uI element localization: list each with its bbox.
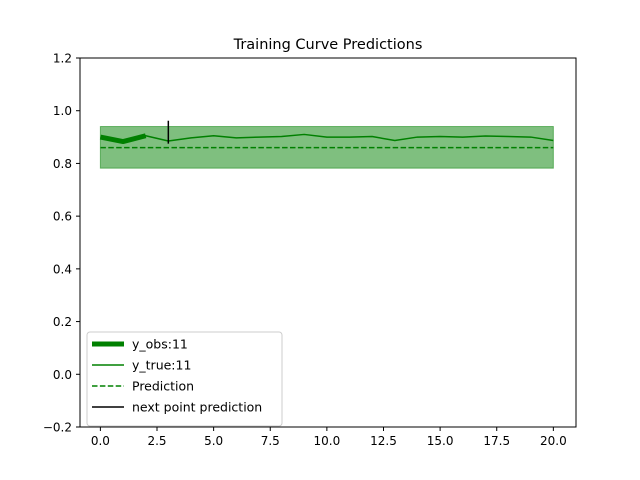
legend-label: y_obs:11	[132, 337, 188, 352]
x-tick-label: 5.0	[204, 434, 223, 448]
plot-area-frame	[79, 57, 577, 428]
legend-label: y_true:11	[132, 358, 191, 373]
legend-label: Prediction	[132, 379, 194, 394]
legend-label: next point prediction	[132, 400, 262, 415]
x-tick-label: 7.5	[261, 434, 280, 448]
y-tick-label: 0.8	[53, 157, 72, 171]
y-tick-label: 1.2	[53, 52, 72, 66]
y-tick-label: 0.2	[53, 315, 72, 329]
y-tick-label: 0.6	[53, 210, 72, 224]
y-tick-label: 1.0	[53, 104, 72, 118]
x-tick-label: 12.5	[370, 434, 397, 448]
y-tick-label: −0.2	[43, 421, 72, 435]
legend-box	[86, 331, 283, 427]
y-tick-label: 0.0	[53, 368, 72, 382]
y-tick-label: 0.4	[53, 262, 72, 276]
x-tick-label: 0.0	[91, 434, 110, 448]
x-tick-label: 2.5	[147, 434, 166, 448]
x-tick-label: 17.5	[483, 434, 510, 448]
series-y-true-11-line	[100, 133, 554, 143]
chart-title: Training Curve Predictions	[233, 37, 423, 53]
x-tick-label: 20.0	[540, 434, 567, 448]
series-y-obs-11-line	[99, 133, 147, 145]
legend: y_obs:11 y_true:11 Prediction next point pr…	[86, 331, 283, 427]
x-tick-label: 15.0	[427, 434, 454, 448]
x-tick-label: 10.0	[314, 434, 341, 448]
